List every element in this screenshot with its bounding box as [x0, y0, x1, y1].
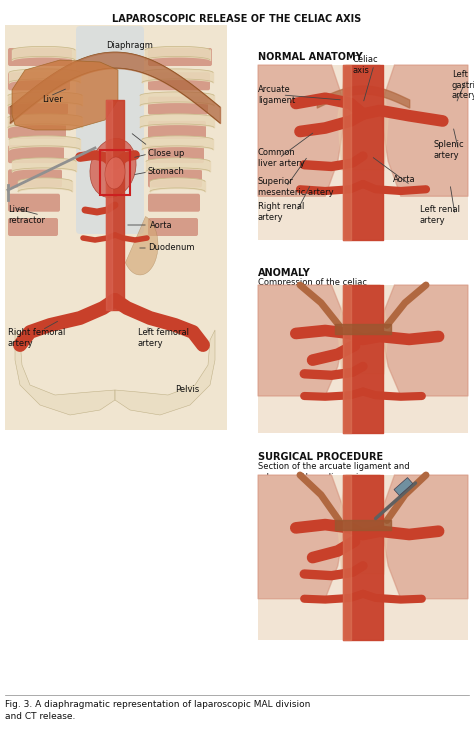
Text: Right renal
artery: Right renal artery	[258, 202, 304, 222]
FancyBboxPatch shape	[148, 121, 206, 139]
Polygon shape	[12, 60, 118, 130]
FancyBboxPatch shape	[148, 170, 202, 187]
Bar	[5, 25, 227, 430]
Bar	[100, 150, 130, 195]
Text: Diaphragm: Diaphragm	[107, 42, 154, 51]
Text: Close up: Close up	[148, 150, 184, 159]
Text: Superior
mesenteric artery: Superior mesenteric artery	[258, 177, 334, 197]
Bar	[258, 285, 468, 433]
Text: Aorta: Aorta	[150, 220, 173, 230]
FancyBboxPatch shape	[8, 194, 60, 211]
Text: Common
liver artery: Common liver artery	[258, 148, 305, 168]
Bar	[394, 478, 413, 495]
Polygon shape	[380, 285, 468, 396]
FancyBboxPatch shape	[148, 97, 208, 115]
FancyBboxPatch shape	[8, 121, 66, 139]
Polygon shape	[380, 475, 468, 599]
FancyBboxPatch shape	[76, 26, 144, 234]
Ellipse shape	[105, 157, 125, 189]
Ellipse shape	[90, 139, 136, 197]
Text: LAPAROSCOPIC RELEASE OF THE CELIAC AXIS: LAPAROSCOPIC RELEASE OF THE CELIAC AXIS	[112, 14, 362, 24]
Text: NORMAL ANATOMY: NORMAL ANATOMY	[258, 52, 363, 62]
Text: ANOMALY: ANOMALY	[258, 268, 311, 278]
Bar	[258, 475, 468, 640]
Text: Duodenum: Duodenum	[148, 244, 194, 252]
Text: Stomach: Stomach	[148, 167, 185, 176]
Bar	[258, 65, 468, 240]
FancyBboxPatch shape	[148, 48, 212, 66]
Text: Pelvis: Pelvis	[175, 385, 199, 394]
Polygon shape	[338, 285, 388, 374]
Polygon shape	[115, 330, 215, 415]
FancyBboxPatch shape	[8, 145, 64, 163]
FancyBboxPatch shape	[8, 170, 62, 187]
Polygon shape	[258, 285, 346, 396]
Text: Splenic
artery: Splenic artery	[434, 140, 465, 160]
Text: Arcuate
ligament: Arcuate ligament	[258, 85, 295, 105]
FancyBboxPatch shape	[148, 194, 200, 211]
Polygon shape	[380, 65, 468, 196]
Text: Fig. 3. A diaphragmatic representation of laparoscopic MAL division
and CT relea: Fig. 3. A diaphragmatic representation o…	[5, 700, 310, 721]
Text: Liver: Liver	[43, 95, 64, 104]
FancyBboxPatch shape	[8, 72, 70, 90]
Text: Left renal
artery: Left renal artery	[420, 205, 460, 225]
Polygon shape	[258, 65, 346, 196]
Text: Aorta: Aorta	[393, 175, 416, 184]
Text: SURGICAL PROCEDURE: SURGICAL PROCEDURE	[258, 452, 383, 462]
Text: Left
gastric
artery: Left gastric artery	[452, 70, 474, 101]
Text: Section of the arcuate ligament and
release of the celiac axis: Section of the arcuate ligament and rele…	[258, 462, 410, 482]
Text: Celiac
axis: Celiac axis	[353, 55, 379, 75]
FancyBboxPatch shape	[8, 218, 58, 236]
Polygon shape	[126, 217, 158, 275]
FancyBboxPatch shape	[148, 145, 204, 163]
Text: Right femoral
artery: Right femoral artery	[8, 328, 65, 348]
Polygon shape	[338, 65, 388, 170]
FancyBboxPatch shape	[148, 218, 198, 236]
Text: Left femoral
artery: Left femoral artery	[138, 328, 189, 348]
Polygon shape	[338, 475, 388, 574]
FancyBboxPatch shape	[8, 48, 72, 66]
Text: Liver
retractor: Liver retractor	[8, 205, 45, 225]
FancyBboxPatch shape	[148, 72, 210, 90]
Text: Compression of the celiac
axis by the arcuate ligament: Compression of the celiac axis by the ar…	[258, 278, 379, 298]
FancyBboxPatch shape	[8, 97, 68, 115]
Polygon shape	[258, 475, 346, 599]
Polygon shape	[15, 330, 115, 415]
